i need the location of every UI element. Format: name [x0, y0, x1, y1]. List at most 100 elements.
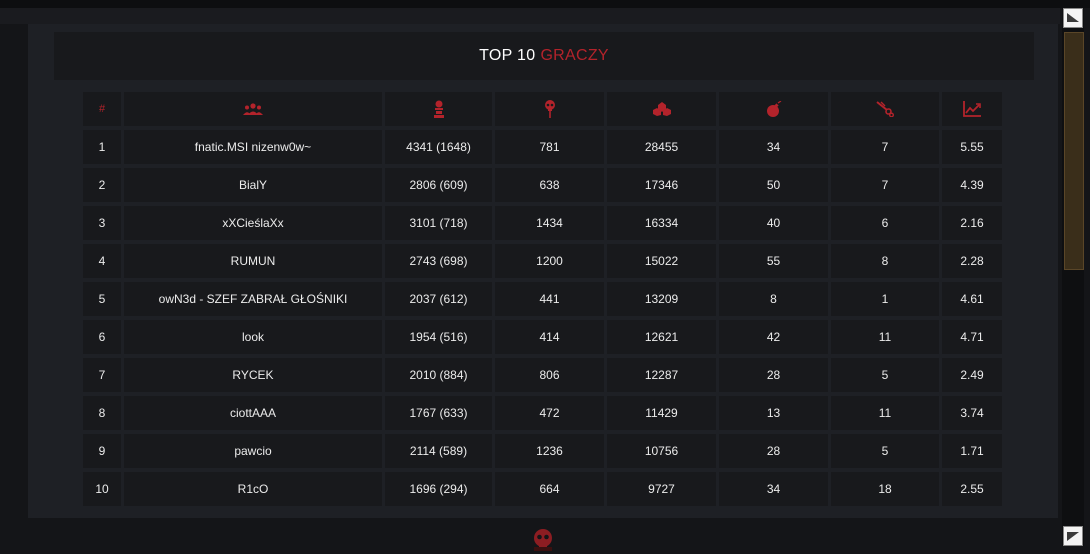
- scrollbar[interactable]: [1062, 8, 1084, 546]
- players-icon: [243, 103, 263, 115]
- scroll-thumb[interactable]: [1064, 32, 1084, 270]
- table-row: 7 RYCEK 2010 (884) 806 12287 28 5 2.49: [83, 358, 1007, 392]
- column-rank-header[interactable]: #: [83, 92, 121, 126]
- points-cell: 12621: [607, 320, 716, 354]
- player-name-cell: pawcio: [124, 434, 382, 468]
- column-deaths-header[interactable]: [495, 92, 604, 126]
- player-name-cell: owN3d - SZEF ZABRAŁ GŁOŚNIKI: [124, 282, 382, 316]
- rank-cell: 8: [83, 396, 121, 430]
- defuses-cell: 11: [831, 320, 939, 354]
- player-name-cell: xXCieślaXx: [124, 206, 382, 240]
- kills-cell: 2806 (609): [385, 168, 492, 202]
- deaths-cell: 781: [495, 130, 604, 164]
- deaths-cell: 441: [495, 282, 604, 316]
- points-cell: 13209: [607, 282, 716, 316]
- defuses-cell: 5: [831, 358, 939, 392]
- kills-cell: 1954 (516): [385, 320, 492, 354]
- deaths-cell: 472: [495, 396, 604, 430]
- table-row: 8 ciottAAA 1767 (633) 472 11429 13 11 3.74: [83, 396, 1007, 430]
- ratio-cell: 1.71: [942, 434, 1002, 468]
- ratio-cell: 2.16: [942, 206, 1002, 240]
- table-row: 6 look 1954 (516) 414 12621 42 11 4.71: [83, 320, 1007, 354]
- player-name-cell: RUMUN: [124, 244, 382, 278]
- deaths-cell: 806: [495, 358, 604, 392]
- ratio-cell: 2.49: [942, 358, 1002, 392]
- column-defuses-header[interactable]: [831, 92, 939, 126]
- ratio-icon: [963, 101, 981, 117]
- rank-cell: 3: [83, 206, 121, 240]
- deaths-cell: 1236: [495, 434, 604, 468]
- bombs-cell: 8: [719, 282, 828, 316]
- bombs-cell: 13: [719, 396, 828, 430]
- rank-cell: 5: [83, 282, 121, 316]
- scroll-up-button[interactable]: [1063, 8, 1083, 28]
- top-strip: [0, 0, 1090, 8]
- deaths-icon: [544, 100, 555, 118]
- rank-cell: 1: [83, 130, 121, 164]
- rank-cell: 2: [83, 168, 121, 202]
- table-body: 1 fnatic.MSI nizenw0w~ 4341 (1648) 781 28455…: [83, 130, 1007, 506]
- leaderboard-panel: TOP 10 GRACZY #: [28, 24, 1058, 518]
- bombs-cell: 40: [719, 206, 828, 240]
- title-graczy: GRACZY: [540, 47, 609, 64]
- table-header-row: #: [83, 92, 1007, 126]
- column-kills-header[interactable]: [385, 92, 492, 126]
- kills-cell: 1767 (633): [385, 396, 492, 430]
- points-icon: [652, 102, 671, 116]
- kills-cell: 2037 (612): [385, 282, 492, 316]
- player-name-cell: R1cO: [124, 472, 382, 506]
- kills-cell: 3101 (718): [385, 206, 492, 240]
- table-row: 5 owN3d - SZEF ZABRAŁ GŁOŚNIKI 2037 (612) 4…: [83, 282, 1007, 316]
- bombs-cell: 28: [719, 434, 828, 468]
- deaths-cell: 638: [495, 168, 604, 202]
- points-cell: 17346: [607, 168, 716, 202]
- table-row: 3 xXCieślaXx 3101 (718) 1434 16334 40 6 2.16: [83, 206, 1007, 240]
- kills-icon: [433, 100, 444, 118]
- rank-cell: 10: [83, 472, 121, 506]
- defuses-cell: 7: [831, 130, 939, 164]
- points-cell: 28455: [607, 130, 716, 164]
- player-name-cell: BialY: [124, 168, 382, 202]
- table-row: 1 fnatic.MSI nizenw0w~ 4341 (1648) 781 28455…: [83, 130, 1007, 164]
- points-cell: 15022: [607, 244, 716, 278]
- leaderboard-header: TOP 10 GRACZY: [54, 32, 1034, 80]
- rank-header-label: #: [98, 103, 106, 115]
- player-name-cell: look: [124, 320, 382, 354]
- bombs-cell: 34: [719, 472, 828, 506]
- deaths-cell: 1434: [495, 206, 604, 240]
- defuses-cell: 6: [831, 206, 939, 240]
- kills-cell: 2114 (589): [385, 434, 492, 468]
- bomb-icon: [766, 101, 781, 117]
- scroll-down-button[interactable]: [1063, 526, 1083, 546]
- points-cell: 16334: [607, 206, 716, 240]
- ratio-cell: 3.74: [942, 396, 1002, 430]
- column-ratio-header[interactable]: [942, 92, 1002, 126]
- ratio-cell: 2.28: [942, 244, 1002, 278]
- defuses-cell: 18: [831, 472, 939, 506]
- ratio-cell: 5.55: [942, 130, 1002, 164]
- player-name-cell: RYCEK: [124, 358, 382, 392]
- points-cell: 11429: [607, 396, 716, 430]
- ratio-cell: 4.71: [942, 320, 1002, 354]
- deaths-cell: 1200: [495, 244, 604, 278]
- defuses-cell: 7: [831, 168, 939, 202]
- table-row: 2 BialY 2806 (609) 638 17346 50 7 4.39: [83, 168, 1007, 202]
- defuse-icon: [876, 101, 894, 117]
- defuses-cell: 1: [831, 282, 939, 316]
- scroll-down-arrow-icon: [1067, 532, 1079, 541]
- panel-top-border: [0, 8, 1060, 24]
- kills-cell: 1696 (294): [385, 472, 492, 506]
- player-name-cell: ciottAAA: [124, 396, 382, 430]
- skull-emblem-icon: [534, 529, 552, 551]
- bombs-cell: 42: [719, 320, 828, 354]
- ratio-cell: 4.39: [942, 168, 1002, 202]
- column-bombs-header[interactable]: [719, 92, 828, 126]
- rank-cell: 7: [83, 358, 121, 392]
- column-points-header[interactable]: [607, 92, 716, 126]
- table-row: 9 pawcio 2114 (589) 1236 10756 28 5 1.71: [83, 434, 1007, 468]
- title-top10: TOP 10: [479, 47, 536, 64]
- bombs-cell: 50: [719, 168, 828, 202]
- rank-cell: 6: [83, 320, 121, 354]
- column-player-header[interactable]: [124, 92, 382, 126]
- table-row: 4 RUMUN 2743 (698) 1200 15022 55 8 2.28: [83, 244, 1007, 278]
